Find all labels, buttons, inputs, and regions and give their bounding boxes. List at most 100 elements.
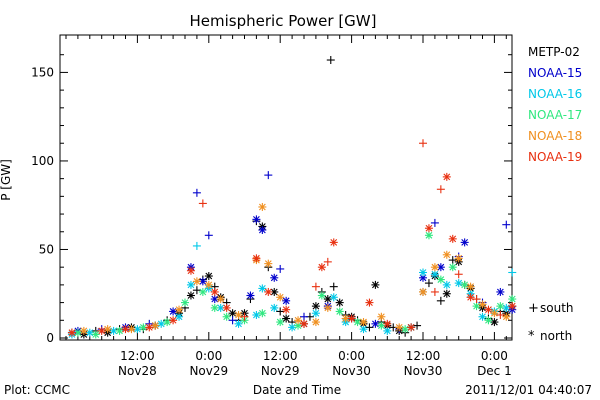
data-point-north [252,215,261,224]
x-tick-label-date: Nov29 [189,364,228,378]
data-point-north [151,321,160,330]
data-point-north [466,282,475,291]
data-point-north [371,319,380,328]
x-tick-label-date: Nov29 [261,364,300,378]
points-layer [67,56,517,339]
data-point-north [347,314,356,323]
data-point-north [145,323,154,332]
data-point-north [419,268,427,277]
x-tick-label-time: 0:00 [195,349,222,363]
data-point-north [115,326,124,335]
chart-title: Hemispheric Power [GW] [190,12,377,30]
data-point-north [67,328,76,337]
data-point-north [484,305,493,314]
data-point-north [383,326,392,335]
data-point-south [323,257,332,266]
x-tick-label-date: Nov30 [404,364,443,378]
data-point-north [258,309,267,318]
legend-symbol-north: * [528,329,535,344]
y-tick-label: 0 [46,331,54,345]
data-point-south [508,268,517,277]
data-point-north [270,273,279,282]
y-tick-label: 50 [39,242,54,256]
data-point-north [210,303,219,312]
data-point-south [436,185,445,194]
data-point-north [329,293,338,302]
data-point-north [460,280,469,289]
data-point-north [383,319,392,328]
data-point-north [472,302,481,311]
data-point-north [294,316,303,325]
data-point-north [234,310,243,319]
legend-symbol-south: + [528,301,539,316]
data-point-north [222,312,231,321]
data-point-north [496,302,505,311]
data-point-north [508,302,517,311]
data-point-north [436,275,445,284]
data-point-south [300,312,308,321]
data-point-north [442,280,451,289]
data-point-south [240,312,249,321]
data-point-south [448,256,457,265]
data-point-north [419,287,427,296]
data-point-north [192,277,201,286]
x-tick-label-time: 0:00 [481,349,508,363]
legend-label-south: south [540,301,574,315]
data-point-north [496,287,505,296]
data-point-north [282,296,291,305]
data-point-south [228,316,237,325]
data-point-north [163,318,172,327]
data-point-north [317,263,326,272]
y-axis-label: P [GW] [0,159,13,201]
data-point-north [85,328,94,337]
data-point-north [252,310,261,319]
data-point-north [157,319,166,328]
data-point-north [258,202,267,211]
x-tick-label-date: Dec 1 [477,364,512,378]
data-point-north [216,295,225,304]
data-point-north [484,316,493,325]
x-tick-label-time: 12:00 [120,349,155,363]
footer-timestamp: 2011/12/01 04:40:07 [465,383,592,397]
y-tick-label: 100 [31,154,54,168]
data-point-south [311,282,320,291]
data-point-north [252,254,261,263]
data-point-north [79,326,88,335]
data-point-north [371,280,380,289]
data-point-north [323,295,332,304]
data-point-south [454,270,463,279]
data-point-north [365,298,374,307]
data-point-north [329,238,338,247]
legend-layer: METP-02 NOAA-15 NOAA-16 NOAA-17 NOAA-18 NOAA-… [528,45,582,344]
data-point-north [448,234,457,243]
data-point-north [186,266,195,275]
data-point-north [430,270,439,279]
data-point-north [430,263,439,272]
data-point-south [276,264,285,273]
data-point-south [204,231,213,240]
data-point-north [359,318,368,327]
data-point-north [490,318,499,327]
data-point-north [258,225,267,234]
data-point-south [365,323,374,332]
legend-entry-metp-02: METP-02 [528,45,580,59]
data-point-north [442,289,451,298]
data-point-north [97,326,106,335]
data-point-north [311,302,320,311]
data-point-north [175,305,184,314]
data-point-north [282,305,291,314]
data-point-south [502,220,511,229]
data-point-south [329,282,338,291]
data-point-north [490,309,499,318]
x-tick-label-time: 12:00 [406,349,441,363]
data-point-north [228,309,237,318]
data-point-north [204,280,213,289]
data-point-north [264,259,273,268]
legend-label-north: north [540,329,572,343]
data-point-north [91,330,100,339]
data-point-north [282,314,291,323]
data-point-north [169,316,178,325]
data-point-north [186,280,195,289]
data-point-north [395,323,404,332]
